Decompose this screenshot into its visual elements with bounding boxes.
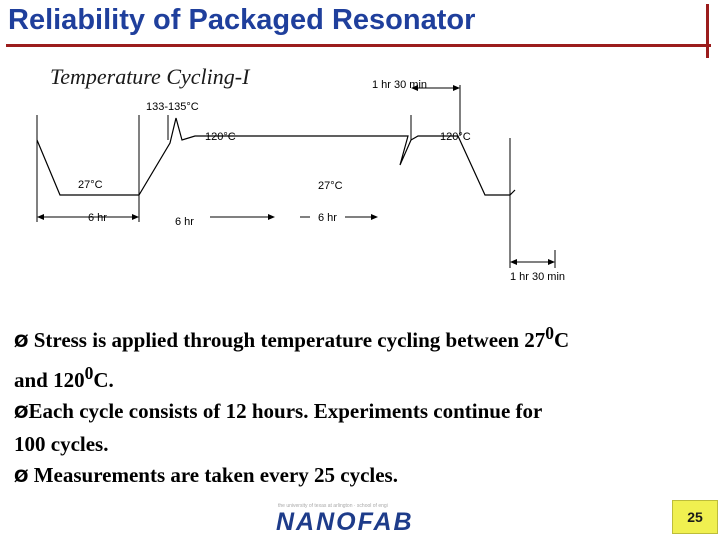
title-accent-vertical-line xyxy=(706,4,709,58)
label-peak-temp: 133-135°C xyxy=(146,101,199,113)
label-plateau-right: 120°C xyxy=(440,131,471,143)
label-dur-left: 6 hr xyxy=(88,212,107,224)
bullet-list: Ø Stress is applied through temperature … xyxy=(14,318,704,493)
title-accent-line xyxy=(6,44,711,47)
arrowhead xyxy=(548,259,555,265)
arrowhead xyxy=(37,214,44,220)
arrowhead xyxy=(510,259,517,265)
page-number-badge: 25 xyxy=(672,500,718,534)
nanofab-logo: NANOFAB xyxy=(276,508,414,536)
label-dur-right: 6 hr xyxy=(318,212,337,224)
bullet-arrow-icon: Ø xyxy=(14,403,29,423)
slide-title: Reliability of Packaged Resonator xyxy=(8,4,476,36)
bullet-line-4: 100 cycles. xyxy=(14,432,109,456)
arrowhead xyxy=(453,85,460,91)
arrowhead xyxy=(132,214,139,220)
bullet-line-1: Ø Stress is applied through temperature … xyxy=(14,323,570,352)
temperature-profile-line xyxy=(36,117,516,196)
bullet-line-2: and 1200C. xyxy=(14,363,114,392)
diagram-subtitle: Temperature Cycling-I xyxy=(50,64,250,89)
label-plateau-left: 120°C xyxy=(205,131,236,143)
label-low-mid: 27°C xyxy=(318,180,343,192)
label-top-duration: 1 hr 30 min xyxy=(372,79,427,91)
arrowhead xyxy=(411,85,418,91)
label-low-left: 27°C xyxy=(78,179,103,191)
arrowhead xyxy=(371,214,378,220)
bullet-line-5: Ø Measurements are taken every 25 cycles… xyxy=(14,463,398,487)
footer-university-text: the university of texas at arlington · s… xyxy=(278,503,388,509)
label-dur-mid: 6 hr xyxy=(175,216,194,228)
arrowhead xyxy=(268,214,275,220)
bullet-arrow-icon: Ø xyxy=(14,332,29,352)
bullet-arrow-icon: Ø xyxy=(14,467,29,487)
temperature-cycle-diagram: 1 hr 30 min 133-135°C 120°C 120°C 27°C 2… xyxy=(36,79,565,283)
bullet-line-3: ØEach cycle consists of 12 hours. Experi… xyxy=(14,399,543,423)
label-bottom-duration: 1 hr 30 min xyxy=(510,271,565,283)
